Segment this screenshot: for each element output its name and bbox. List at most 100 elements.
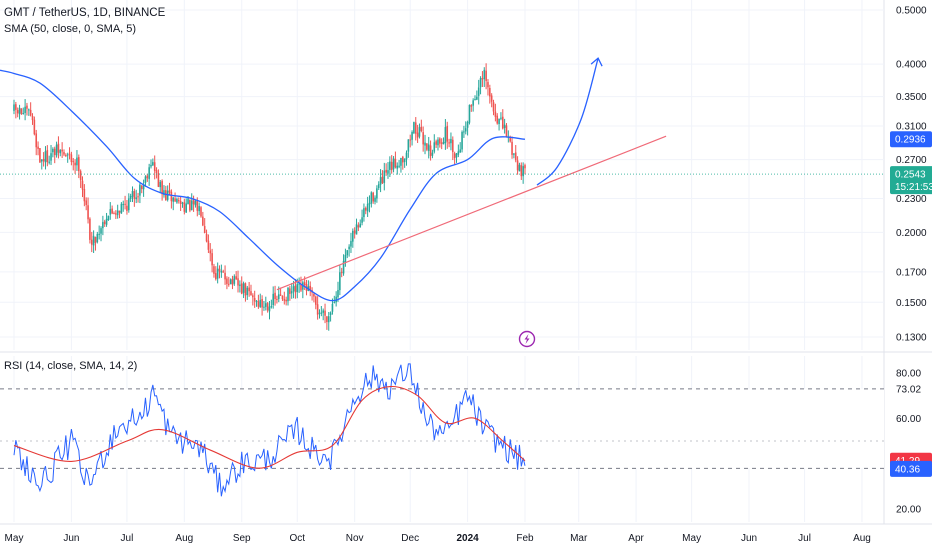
- candle-body: [285, 299, 287, 302]
- candle-body: [55, 144, 58, 156]
- candle-body: [424, 142, 426, 146]
- candle-body: [103, 221, 106, 225]
- icons[interactable]: [518, 330, 536, 348]
- candle-body: [33, 119, 36, 135]
- candle-body: [40, 159, 43, 162]
- time-label[interactable]: 2024: [456, 533, 479, 544]
- candle-body: [450, 138, 452, 144]
- candle-body: [126, 205, 128, 211]
- candle-body: [42, 158, 45, 162]
- sma-legend[interactable]: SMA (50, close, 0, SMA, 5): [4, 23, 137, 35]
- candle-body: [259, 299, 262, 308]
- candle-body: [215, 273, 217, 280]
- candle-body: [153, 162, 156, 171]
- candle-body: [437, 139, 439, 146]
- time-label[interactable]: May: [682, 533, 701, 544]
- candle-body: [520, 165, 523, 177]
- candle-body: [131, 191, 134, 197]
- candle-body: [350, 240, 352, 247]
- symbol-title[interactable]: GMT / TetherUS, 1D, BINANCE: [4, 7, 166, 19]
- candle-body: [313, 293, 315, 297]
- time-label[interactable]: Aug: [175, 533, 193, 544]
- time-label[interactable]: Jul: [121, 533, 134, 544]
- candle-body: [213, 266, 215, 274]
- projection-arrowhead: [590, 57, 603, 67]
- candle-body: [364, 207, 367, 211]
- time-label[interactable]: Jul: [798, 533, 811, 544]
- candle-body: [468, 104, 471, 123]
- candle-body: [405, 152, 408, 160]
- candle-body: [514, 152, 517, 161]
- candle-body: [383, 170, 386, 183]
- rsi-band-background: [0, 388, 884, 469]
- candle-body: [250, 291, 252, 296]
- candle-body: [72, 161, 75, 163]
- candle-body: [120, 203, 123, 214]
- time-label[interactable]: Oct: [289, 533, 305, 544]
- candle-body: [37, 146, 39, 149]
- candle-body: [89, 218, 91, 240]
- candle-body: [522, 166, 524, 177]
- time-label[interactable]: May: [5, 533, 24, 544]
- rsi-line: [13, 363, 526, 497]
- lightning-icon[interactable]: [518, 330, 536, 348]
- candle-body: [322, 310, 324, 313]
- candle-body: [174, 198, 176, 202]
- candle-body: [359, 223, 362, 228]
- price-tick-label: 0.1500: [896, 298, 927, 309]
- candle-body: [276, 298, 278, 300]
- time-label[interactable]: Sep: [233, 533, 251, 544]
- candle-body: [329, 312, 332, 316]
- candle-body: [355, 224, 358, 235]
- candle-body: [483, 69, 486, 80]
- candle-body: [463, 131, 465, 133]
- candle-body: [63, 152, 65, 155]
- candle-body: [109, 209, 112, 215]
- time-label[interactable]: Apr: [628, 533, 644, 544]
- candle-body: [361, 217, 363, 223]
- candle-body: [461, 131, 463, 150]
- projection-curve: [536, 58, 599, 186]
- time-label[interactable]: Aug: [853, 533, 871, 544]
- time-label[interactable]: Jun: [741, 533, 757, 544]
- candle-body: [202, 216, 204, 226]
- candle-body: [385, 169, 387, 173]
- time-label[interactable]: Dec: [401, 533, 419, 544]
- candle-body: [172, 197, 175, 202]
- candlesticks: [13, 63, 526, 331]
- candle-body: [207, 240, 210, 250]
- candle-body: [168, 190, 171, 193]
- price-tick-label: 0.5000: [896, 6, 927, 17]
- candle-body: [74, 162, 76, 166]
- rsi-tick-label: 73.02: [896, 384, 921, 395]
- candle-body: [44, 151, 47, 163]
- price-axis[interactable]: 0.5000 0.4000 0.3500 0.3100 0.2700 0.2300 0.20…: [896, 6, 927, 516]
- candle-body: [283, 298, 286, 301]
- candle-body: [144, 176, 147, 183]
- time-label[interactable]: Nov: [346, 533, 364, 544]
- time-label[interactable]: Mar: [570, 533, 588, 544]
- candle-body: [346, 250, 349, 256]
- candle-body: [248, 287, 250, 292]
- candle-body: [83, 189, 86, 202]
- candle-body: [466, 122, 469, 128]
- candle-body: [200, 207, 202, 217]
- candle-body: [31, 115, 34, 121]
- candle-body: [277, 294, 280, 299]
- candle-body: [255, 300, 258, 302]
- price-tick-label: 0.2300: [896, 194, 927, 205]
- candle-body: [198, 206, 200, 212]
- candle-body: [26, 105, 28, 109]
- candle-body: [231, 278, 234, 285]
- candle-body: [339, 272, 341, 291]
- time-axis[interactable]: May Jun Jul Aug Sep Oct Nov Dec 2024 Feb Mar Apr May…: [5, 533, 871, 544]
- time-label[interactable]: Jun: [63, 533, 79, 544]
- time-label[interactable]: Feb: [516, 533, 534, 544]
- rsi-legend[interactable]: RSI (14, close, SMA, 14, 2): [4, 360, 138, 372]
- candle-body: [481, 78, 484, 80]
- candle-body: [494, 111, 497, 117]
- candle-body: [455, 153, 458, 158]
- candle-body: [418, 127, 421, 137]
- candle-body: [376, 188, 378, 199]
